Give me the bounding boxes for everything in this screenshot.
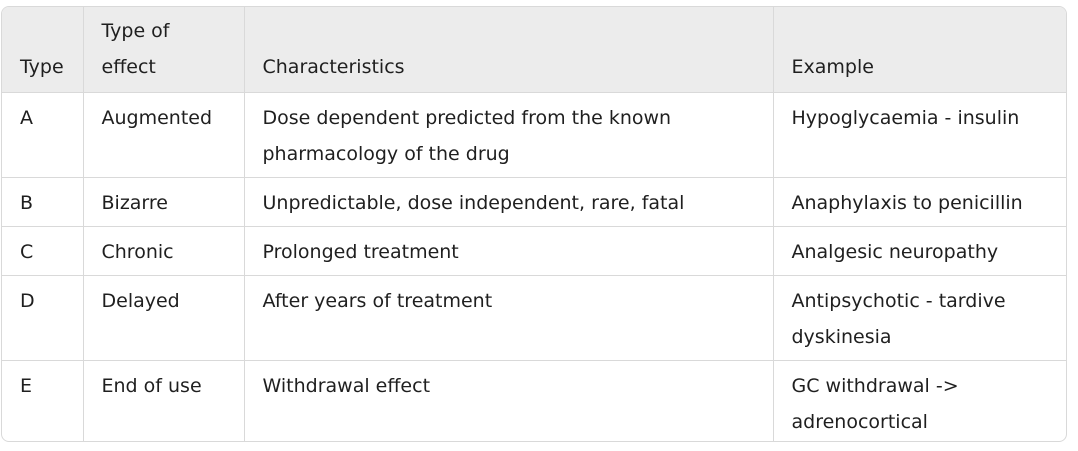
table-row: B Bizarre Unpredictable, dose independen…	[2, 177, 1066, 227]
header-characteristics: Characteristics	[244, 7, 774, 93]
header-type: Type	[2, 7, 84, 93]
table-body: A Augmented Dose dependent predicted fro…	[2, 92, 1066, 441]
cell-characteristics: Withdrawal effect	[244, 360, 774, 441]
table-row: E End of use Withdrawal effect GC withdr…	[2, 360, 1066, 441]
cell-characteristics: After years of treatment	[244, 275, 774, 361]
cell-type-of-effect: Bizarre	[83, 177, 245, 227]
cell-example: Anaphylaxis to penicillin	[773, 177, 1066, 227]
cell-type-of-effect: End of use	[83, 360, 245, 441]
cell-type-of-effect: Delayed	[83, 275, 245, 361]
cell-type: A	[2, 92, 84, 178]
cell-characteristics: Unpredictable, dose independent, rare, f…	[244, 177, 774, 227]
cell-example: Analgesic neuropathy	[773, 226, 1066, 276]
table-row: C Chronic Prolonged treatment Analgesic …	[2, 226, 1066, 276]
cell-example: Antipsychotic - tardive dyskinesia	[773, 275, 1066, 361]
data-table: Type Type of effect Characteristics Exam…	[2, 7, 1066, 441]
cell-type: B	[2, 177, 84, 227]
cell-characteristics: Prolonged treatment	[244, 226, 774, 276]
cell-type: D	[2, 275, 84, 361]
adverse-drug-reactions-table: Type Type of effect Characteristics Exam…	[1, 6, 1067, 442]
cell-characteristics: Dose dependent predicted from the known …	[244, 92, 774, 178]
cell-example: GC withdrawal -> adrenocortical	[791, 374, 959, 433]
table-header: Type Type of effect Characteristics Exam…	[2, 7, 1066, 93]
cell-type: E	[2, 360, 84, 441]
header-example: Example	[773, 7, 1066, 93]
header-type-of-effect: Type of effect	[83, 7, 245, 93]
header-row: Type Type of effect Characteristics Exam…	[2, 7, 1066, 93]
cell-type-of-effect: Chronic	[83, 226, 245, 276]
table-row: D Delayed After years of treatment Antip…	[2, 275, 1066, 361]
cell-example: Hypoglycaemia - insulin	[773, 92, 1066, 178]
cell-type: C	[2, 226, 84, 276]
table-row: A Augmented Dose dependent predicted fro…	[2, 92, 1066, 178]
cell-type-of-effect: Augmented	[83, 92, 245, 178]
